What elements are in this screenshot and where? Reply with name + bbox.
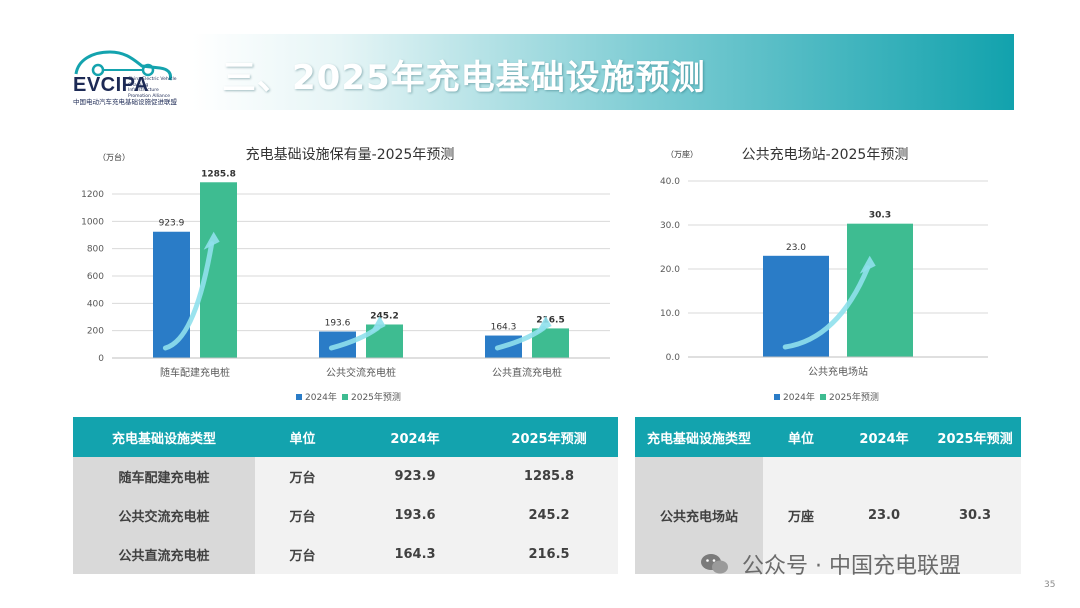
type-cell: 公共交流充电桩	[73, 496, 255, 535]
table-row: 公共充电场站 万座 23.0 30.3	[635, 457, 1021, 574]
logo-title: EVCIPA	[73, 74, 149, 96]
header-cell: 2025年预测	[480, 417, 618, 457]
type-cell: 公共直流充电桩	[73, 535, 255, 574]
y-tick-label: 0.0	[666, 353, 681, 363]
y-tick-label: 30.0	[660, 221, 680, 231]
header-cell: 充电基础设施类型	[635, 417, 763, 457]
evcipa-logo-icon	[74, 50, 172, 81]
header-cell: 2024年	[839, 417, 929, 457]
legend-label: 2024年	[305, 391, 337, 403]
logo-en-name: China Electric Vehicle Charging Infrastr…	[128, 77, 177, 99]
data-label: 923.9	[159, 219, 185, 229]
category-label: 公共充电场站	[808, 365, 868, 378]
y-unit-label: （万座）	[666, 149, 698, 159]
y-tick-label: 400	[87, 299, 104, 309]
y-tick-label: 1000	[81, 217, 104, 227]
legend-swatch	[296, 394, 302, 400]
page-number: 35	[1044, 580, 1056, 590]
y-tick-label: 800	[87, 245, 104, 255]
legend-swatch	[342, 394, 348, 400]
watermark-text: 公众号 · 中国充电联盟	[742, 554, 961, 579]
category-label: 公共交流充电桩	[326, 366, 396, 379]
data-label: 1285.8	[201, 169, 236, 179]
header-cell: 单位	[255, 417, 350, 457]
growth-arrowhead-icon	[203, 231, 220, 250]
chart-svg: 充电基础设施保有量-2025年预测 （万台） 0 200 400 600 800 1000 12…	[81, 146, 610, 403]
y-tick-label: 1200	[81, 190, 104, 200]
data-label: 245.2	[370, 311, 398, 321]
y-tick-label: 0	[98, 354, 104, 364]
table-row: 公共交流充电桩 万台 193.6 245.2	[73, 496, 618, 535]
chart-title: 充电基础设施保有量-2025年预测	[246, 146, 455, 163]
header-cell: 2025年预测	[929, 417, 1021, 457]
category-label: 随车配建充电桩	[160, 366, 230, 379]
value-2025-cell: 1285.8	[480, 457, 618, 496]
growth-arrow-icon	[162, 241, 215, 351]
category-label: 公共直流充电桩	[492, 366, 562, 379]
unit-cell: 万台	[255, 535, 350, 574]
stations-bar-chart: 公共充电场站-2025年预测 （万座） 0.0 10.0 20.0 30.0 40.0 公共充…	[650, 140, 1000, 410]
y-tick-label: 600	[87, 272, 104, 282]
bar-2024	[153, 231, 190, 358]
logo-cn-name: 中国电动汽车充电基础设施促进联盟	[73, 98, 177, 106]
y-unit-label: （万台）	[98, 152, 130, 162]
type-cell: 公共充电场站	[635, 457, 763, 574]
y-tick-label: 40.0	[660, 177, 680, 187]
data-label: 23.0	[786, 243, 806, 253]
y-tick-label: 200	[87, 327, 104, 337]
unit-cell: 万台	[255, 457, 350, 496]
bar-2024	[763, 255, 829, 357]
header-cell: 2024年	[350, 417, 480, 457]
legend-swatch	[774, 394, 780, 400]
legend-label: 2024年	[783, 391, 815, 403]
table-row: 随车配建充电桩 万台 923.9 1285.8	[73, 457, 618, 496]
legend-label: 2025年预测	[351, 391, 401, 403]
data-label: 193.6	[325, 319, 351, 329]
type-cell: 随车配建充电桩	[73, 457, 255, 496]
growth-arrowhead-icon	[859, 255, 876, 274]
table-header-row: 充电基础设施类型 单位 2024年 2025年预测	[73, 417, 618, 457]
title-banner: 三、2025年充电基础设施预测	[192, 34, 1014, 110]
table-row: 公共直流充电桩 万台 164.3 216.5	[73, 535, 618, 574]
value-2025-cell: 216.5	[480, 535, 618, 574]
value-2024-cell: 164.3	[350, 535, 480, 574]
value-2024-cell: 193.6	[350, 496, 480, 535]
data-label: 216.5	[536, 315, 564, 325]
unit-cell: 万座	[763, 457, 839, 574]
table-header-row: 充电基础设施类型 单位 2024年 2025年预测	[635, 417, 1021, 457]
growth-arrow-icon	[782, 265, 871, 350]
page-title: 三、2025年充电基础设施预测	[222, 58, 706, 98]
growth-arrowhead-icon	[535, 316, 552, 334]
unit-cell: 万台	[255, 496, 350, 535]
y-tick-label: 10.0	[660, 309, 680, 319]
value-2024-cell: 23.0	[839, 457, 929, 574]
legend-label: 2025年预测	[829, 391, 879, 403]
y-tick-label: 20.0	[660, 265, 680, 275]
value-2025-cell: 245.2	[480, 496, 618, 535]
wechat-icon	[701, 554, 728, 574]
legend-swatch	[820, 394, 826, 400]
chart-title: 公共充电场站-2025年预测	[742, 147, 909, 163]
stations-table: 充电基础设施类型 单位 2024年 2025年预测 公共充电场站 万座 23.0…	[635, 417, 1021, 574]
infrastructure-bar-chart: 充电基础设施保有量-2025年预测 （万台） 0 200 400 600 800 1000 12…	[70, 140, 620, 410]
data-label: 30.3	[869, 211, 891, 221]
value-2024-cell: 923.9	[350, 457, 480, 496]
header-cell: 单位	[763, 417, 839, 457]
header-cell: 充电基础设施类型	[73, 417, 255, 457]
growth-arrowhead-icon	[369, 316, 386, 334]
data-label: 164.3	[491, 323, 517, 333]
infrastructure-table: 充电基础设施类型 单位 2024年 2025年预测 随车配建充电桩 万台 923…	[73, 417, 618, 574]
chart-svg: 公共充电场站-2025年预测 （万座） 0.0 10.0 20.0 30.0 40.0 公共充…	[660, 147, 988, 403]
value-2025-cell: 30.3	[929, 457, 1021, 574]
